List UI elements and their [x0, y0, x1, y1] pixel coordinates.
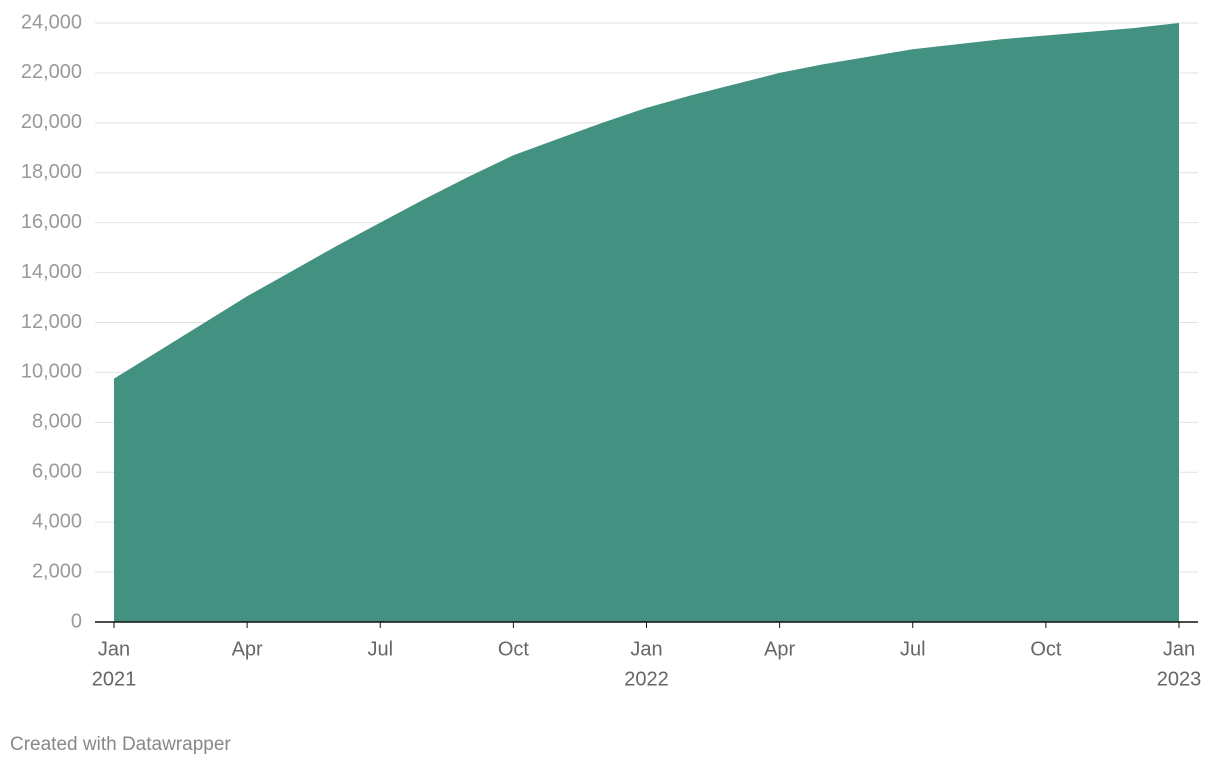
y-tick-label: 0: [71, 610, 82, 632]
y-tick-label: 6,000: [32, 461, 82, 483]
y-tick-label: 24,000: [21, 11, 82, 33]
x-tick-label: Jul: [367, 638, 393, 660]
y-tick-label: 2,000: [32, 560, 82, 582]
x-tick-year: 2021: [92, 668, 137, 690]
x-tick-label: Oct: [1030, 638, 1062, 660]
x-tick-year: 2023: [1157, 668, 1202, 690]
area: [114, 23, 1179, 622]
x-tick-label: Apr: [232, 638, 263, 660]
x-tick-label: Jan: [1163, 638, 1195, 660]
y-tick-label: 18,000: [21, 161, 82, 183]
y-tick-label: 8,000: [32, 411, 82, 433]
x-tick-label: Jul: [900, 638, 926, 660]
credit: Created with Datawrapper: [10, 734, 231, 755]
y-tick-label: 12,000: [21, 311, 82, 333]
y-tick-label: 14,000: [21, 261, 82, 283]
y-tick-label: 10,000: [21, 361, 82, 383]
x-tick-label: Oct: [498, 638, 530, 660]
y-tick-label: 4,000: [32, 510, 82, 532]
y-tick-label: 20,000: [21, 111, 82, 133]
y-tick-label: 22,000: [21, 61, 82, 83]
x-tick-label: Jan: [630, 638, 662, 660]
x-tick-label: Apr: [764, 638, 795, 660]
y-tick-label: 16,000: [21, 211, 82, 233]
x-tick-year: 2022: [624, 668, 669, 690]
x-tick-label: Jan: [98, 638, 130, 660]
